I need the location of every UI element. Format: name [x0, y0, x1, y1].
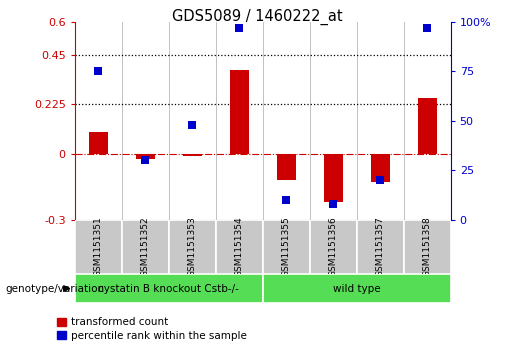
Point — [423, 25, 431, 30]
Point — [282, 197, 290, 203]
Bar — [183, 154, 201, 156]
Bar — [230, 70, 249, 154]
Bar — [216, 220, 263, 274]
Bar — [263, 220, 310, 274]
Text: GSM1151358: GSM1151358 — [423, 216, 432, 277]
Bar — [277, 154, 296, 180]
Text: GSM1151354: GSM1151354 — [235, 216, 244, 277]
Text: GSM1151351: GSM1151351 — [94, 216, 102, 277]
Text: GSM1151357: GSM1151357 — [375, 216, 385, 277]
Text: GSM1151355: GSM1151355 — [282, 216, 290, 277]
Bar — [371, 154, 389, 182]
Point — [94, 68, 102, 74]
Bar — [263, 274, 451, 303]
Bar — [324, 154, 342, 202]
Bar — [75, 274, 263, 303]
Point — [188, 122, 196, 127]
Text: cystatin B knockout Cstb-/-: cystatin B knockout Cstb-/- — [98, 284, 239, 294]
Legend: transformed count, percentile rank within the sample: transformed count, percentile rank withi… — [57, 317, 247, 340]
Bar — [356, 220, 404, 274]
Bar — [136, 154, 154, 159]
Bar — [404, 220, 451, 274]
Text: GSM1151353: GSM1151353 — [187, 216, 197, 277]
Bar — [310, 220, 356, 274]
Text: GSM1151352: GSM1151352 — [141, 216, 150, 277]
Point — [329, 201, 337, 207]
Bar — [418, 98, 437, 154]
Text: GDS5089 / 1460222_at: GDS5089 / 1460222_at — [172, 9, 343, 25]
Bar — [75, 220, 122, 274]
Text: genotype/variation: genotype/variation — [5, 284, 104, 294]
Bar — [122, 220, 168, 274]
Text: wild type: wild type — [333, 284, 381, 294]
Point — [376, 177, 384, 183]
Text: GSM1151356: GSM1151356 — [329, 216, 338, 277]
Bar — [89, 132, 108, 154]
Bar — [168, 220, 216, 274]
Point — [235, 25, 243, 30]
Point — [141, 157, 149, 163]
